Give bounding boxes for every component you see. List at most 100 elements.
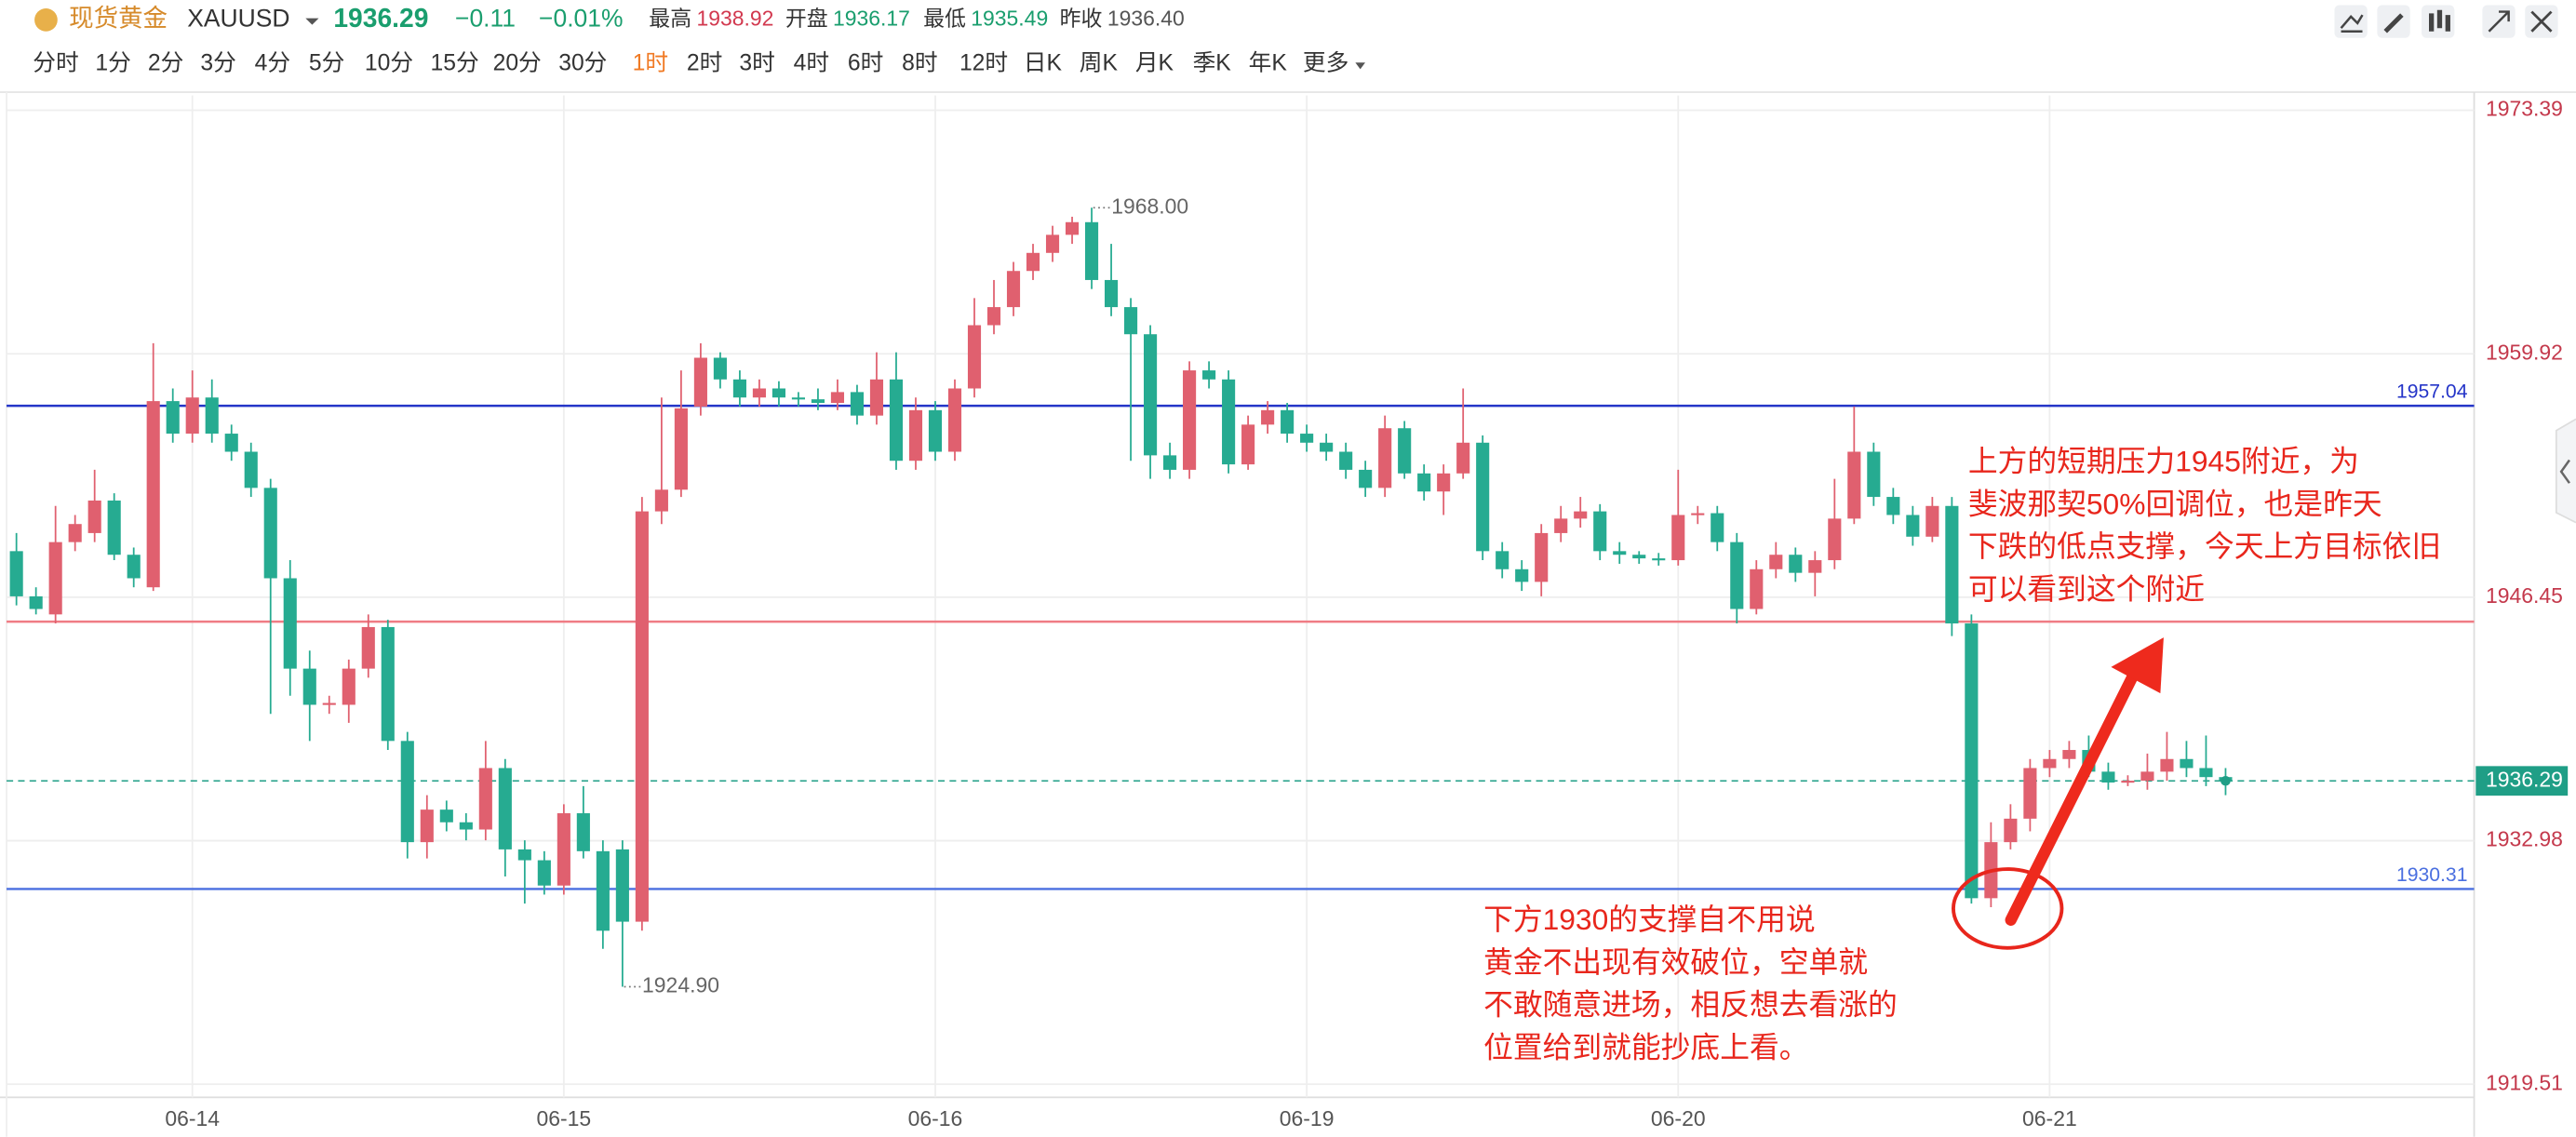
icon — [2383, 13, 2404, 33]
candle-body — [557, 813, 570, 886]
timeframe-button[interactable]: 3时 — [739, 50, 774, 76]
candle-body — [1222, 379, 1236, 465]
candle-body — [1065, 221, 1080, 235]
candle-body — [654, 489, 668, 512]
timeframe-button[interactable]: 1时 — [633, 50, 668, 76]
candle-body — [908, 409, 923, 461]
timeframe-button[interactable]: 2时 — [687, 50, 722, 76]
candle-body — [420, 809, 434, 843]
extreme-label: 1968.00 — [1111, 194, 1188, 218]
plot: 1973.39 1959.92 1946.45 1932.98 1919.51 06-14… — [0, 91, 2576, 1137]
dropdown-caret — [305, 18, 319, 25]
side-tab[interactable] — [2555, 418, 2576, 524]
candle-body — [1965, 623, 1979, 899]
candle-body — [1026, 252, 1040, 272]
timeframe-button[interactable]: 3分 — [200, 50, 235, 76]
candle-body — [2101, 771, 2115, 783]
annotation-text: 可以看到这个附近 — [1968, 572, 2205, 606]
y-tick-label: 1932.98 — [2486, 827, 2563, 851]
candle-body — [1241, 424, 1255, 465]
candle-body — [107, 500, 121, 555]
candle-body — [635, 511, 649, 922]
timeframe-button[interactable]: 4分 — [255, 50, 290, 76]
candle-body — [693, 357, 707, 407]
candle-body — [1574, 511, 1588, 519]
candle-body — [1711, 513, 1724, 542]
candle-body — [1496, 551, 1509, 569]
timeframe-button[interactable]: 10分 — [365, 50, 413, 76]
x-tick-label: 06-21 — [2022, 1106, 2077, 1130]
candle-body — [478, 768, 492, 830]
timeframe-button[interactable]: 8时 — [902, 50, 937, 76]
candle-body — [928, 409, 943, 452]
timeframe-button[interactable]: 周K — [1080, 51, 1119, 76]
candle-body — [674, 408, 688, 490]
candle-body — [1925, 505, 1939, 537]
candle-body — [1750, 568, 1764, 609]
candle-body — [1632, 555, 1646, 559]
candle-body — [302, 668, 316, 705]
candle-body — [1084, 221, 1099, 280]
candle-body — [1163, 455, 1177, 470]
candle-body — [381, 626, 395, 742]
toolbar-icons[interactable] — [2334, 5, 2558, 38]
candle-body — [2004, 818, 2018, 843]
stat-value: 1938.92 — [696, 6, 773, 30]
candle-body — [732, 379, 746, 398]
icon — [2530, 10, 2553, 33]
candle-body — [166, 401, 180, 435]
candle-body — [537, 860, 551, 886]
candle-body — [1398, 428, 1412, 474]
x-tick-label: 06-14 — [165, 1106, 220, 1130]
candle-body — [1281, 409, 1295, 435]
icon-button[interactable] — [2334, 5, 2368, 38]
timeframe-button[interactable]: 日K — [1024, 51, 1063, 76]
candle-body — [771, 388, 785, 398]
candle-body — [1515, 568, 1529, 582]
highlight-ellipse — [1952, 867, 2064, 950]
timeframe-button[interactable]: 4时 — [794, 50, 829, 76]
timeframe-button[interactable]: 2分 — [148, 50, 183, 76]
y-tick-label: 1919.51 — [2486, 1070, 2563, 1094]
candle-body — [1123, 307, 1138, 335]
candle-body — [1144, 334, 1158, 456]
candle-body — [1261, 409, 1275, 425]
timeframe-button[interactable]: 20分 — [493, 50, 542, 76]
candle-body — [1300, 434, 1314, 443]
candle-body — [127, 555, 141, 579]
candle-body — [1456, 442, 1470, 474]
timeframe-button[interactable]: 15分 — [431, 50, 479, 76]
arrow-shaft — [2005, 671, 2139, 926]
candle-body — [791, 397, 805, 400]
stat-label: 最低 — [923, 6, 966, 30]
y-tick-label: 1959.92 — [2486, 340, 2563, 364]
timeframe-button[interactable]: 季K — [1193, 50, 1232, 76]
coin-icon — [34, 8, 58, 32]
y-tick-label: 1973.39 — [2486, 97, 2563, 121]
timeframe-button[interactable]: 分时 — [33, 50, 78, 76]
candle-body — [1847, 451, 1861, 519]
timeframe-button[interactable]: 6时 — [848, 50, 883, 76]
timeframe-button[interactable]: 12时 — [959, 50, 1008, 76]
timeframe-button[interactable]: 年K — [1249, 50, 1288, 76]
stat-label: 昨收 — [1060, 6, 1103, 30]
stat-value: 1935.49 — [971, 6, 1048, 30]
arrow-head — [2111, 637, 2164, 694]
candle-body — [967, 325, 982, 389]
timeframe-button[interactable]: 30分 — [558, 50, 607, 76]
candle-body — [1945, 505, 1959, 624]
candle-body — [830, 392, 845, 404]
candle-body — [947, 388, 962, 452]
timeframe-button[interactable]: 更多 — [1303, 50, 1348, 76]
extreme-label: 1924.90 — [642, 973, 719, 997]
candle-body — [1652, 558, 1666, 561]
timeframe-button[interactable]: 1分 — [95, 50, 130, 76]
annotation-text: 黄金不出现有效破位，空单就 — [1483, 945, 1868, 979]
timeframe-button[interactable]: 5分 — [309, 50, 344, 76]
candle-body — [576, 813, 590, 851]
candle-body — [811, 399, 825, 404]
annotation-text: 上方的短期压力1945附近，为 — [1968, 444, 2359, 477]
timeframe-button[interactable]: 月K — [1135, 51, 1174, 76]
